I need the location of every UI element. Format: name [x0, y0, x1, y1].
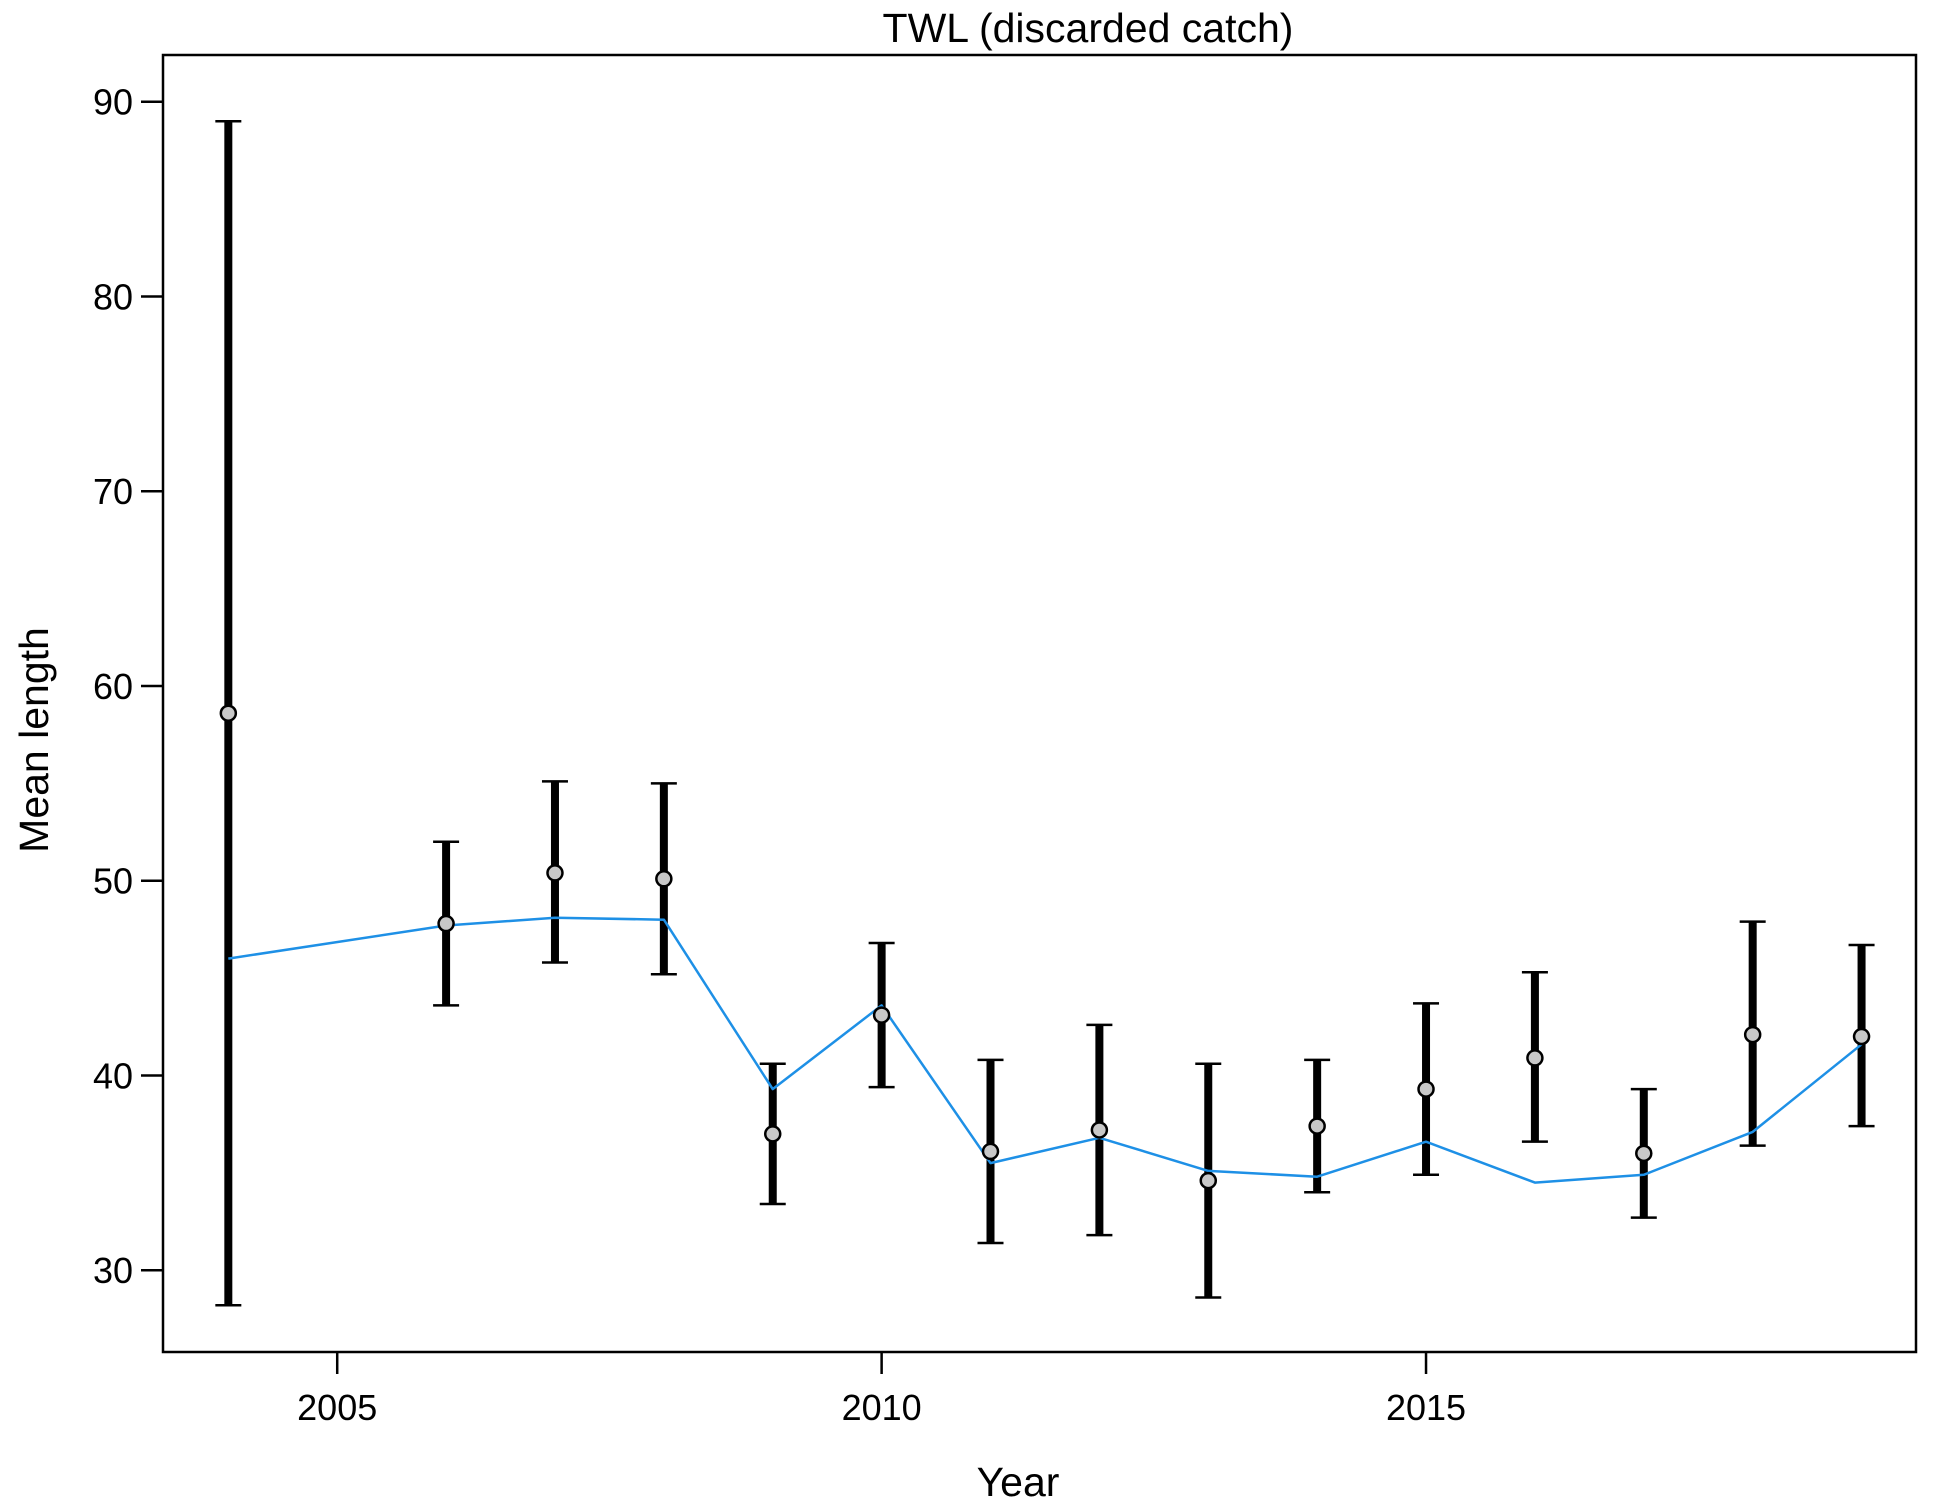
observed-point [872, 1006, 891, 1024]
observed-points [219, 704, 1871, 1190]
y-tick-label: 60 [93, 666, 133, 707]
y-axis: 30 40 50 60 70 80 90 [93, 82, 163, 1291]
observed-point [546, 864, 564, 882]
error-bars [215, 119, 1875, 1307]
observed-point [1417, 1080, 1435, 1098]
y-tick-label: 70 [93, 471, 133, 512]
y-tick-label: 40 [93, 1055, 133, 1096]
y-tick-label: 50 [93, 861, 133, 902]
observed-point [763, 1125, 782, 1143]
y-tick-label: 30 [93, 1250, 133, 1291]
x-axis-label: Year [977, 1459, 1060, 1500]
x-tick-label: 2015 [1386, 1387, 1466, 1428]
observed-point [655, 870, 673, 888]
observed-point [1526, 1049, 1544, 1067]
x-tick-label: 2010 [842, 1387, 922, 1428]
x-tick-label: 2005 [297, 1387, 377, 1428]
chart-title: TWL (discarded catch) [883, 5, 1294, 51]
observed-point [1852, 1027, 1871, 1046]
observed-point [219, 704, 238, 722]
observed-point [1635, 1144, 1653, 1163]
fit-line-group [228, 916, 1863, 1184]
observed-point [1743, 1025, 1762, 1044]
observed-point [981, 1142, 1000, 1161]
observed-point [1308, 1117, 1326, 1135]
fit-line [228, 916, 1863, 1184]
observed-point [437, 914, 455, 933]
plot-frame [161, 53, 1918, 1354]
y-axis-label: Mean length [11, 627, 57, 853]
observed-point [1199, 1171, 1218, 1190]
y-tick-label: 90 [93, 82, 133, 123]
y-tick-label: 80 [93, 276, 133, 317]
observed-point [1090, 1121, 1109, 1139]
x-axis: 2005 2010 2015 [297, 1352, 1466, 1428]
